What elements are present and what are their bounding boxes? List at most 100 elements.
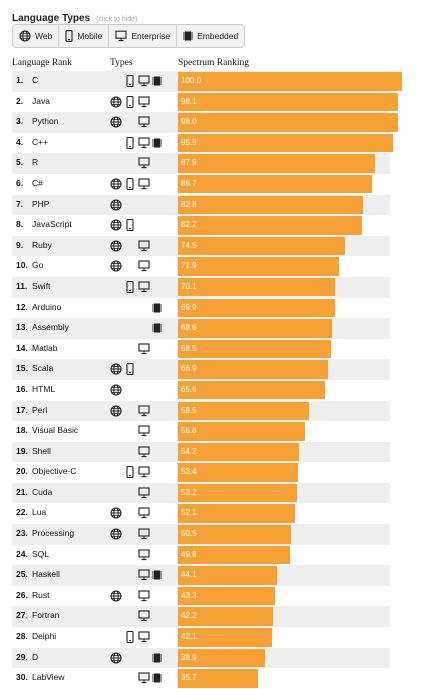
language-name[interactable]: Arduino xyxy=(32,301,62,312)
ranking-value-label: 95.9 xyxy=(181,137,197,147)
hide-toggle-link[interactable]: (click to hide) xyxy=(96,16,138,23)
language-name[interactable]: HTML xyxy=(32,383,56,394)
language-name[interactable]: SQL xyxy=(32,548,50,559)
language-name[interactable]: Processing xyxy=(32,528,75,539)
language-name[interactable]: Go xyxy=(32,260,44,271)
panel-title: Language Types (click to hide) xyxy=(12,13,137,24)
rank-number: 9. xyxy=(16,239,24,250)
language-name[interactable]: Swift xyxy=(32,280,51,291)
type-icons xyxy=(110,198,168,212)
chip-icon xyxy=(152,76,162,86)
language-name[interactable]: C# xyxy=(32,177,43,188)
filter-web-button[interactable]: Web xyxy=(13,25,60,47)
ranking-value-label: 35.7 xyxy=(181,673,197,683)
monitor-icon xyxy=(138,569,150,581)
type-icons xyxy=(110,506,168,520)
language-name[interactable]: Matlab xyxy=(32,342,58,353)
language-name[interactable]: Python xyxy=(32,116,59,127)
table-row: 30. LabView 35.7 xyxy=(12,668,390,689)
filter-mobile-button[interactable]: Mobile xyxy=(59,25,110,47)
language-types-panel: Language Types (click to hide) xyxy=(12,8,137,26)
language-name[interactable]: Lua xyxy=(32,507,47,518)
rank-number: 7. xyxy=(16,198,24,209)
type-icons xyxy=(110,589,168,603)
language-name[interactable]: PHP xyxy=(32,198,50,209)
type-icons xyxy=(110,74,168,88)
table-row: 29. D 38.9 xyxy=(12,647,390,669)
monitor-icon xyxy=(138,137,150,148)
language-name[interactable]: Assembly xyxy=(32,322,69,333)
language-name[interactable]: Fortran xyxy=(32,610,60,621)
rank-number: 16. xyxy=(16,383,28,394)
ranking-value-label: 69.9 xyxy=(181,302,197,312)
rank-number: 26. xyxy=(16,589,28,600)
language-name[interactable]: Haskell xyxy=(32,569,60,580)
globe-icon xyxy=(110,96,122,108)
rank-number: 23. xyxy=(16,528,28,539)
monitor-icon xyxy=(138,631,150,643)
filter-embedded-button[interactable]: Embedded xyxy=(177,25,244,47)
language-name[interactable]: D xyxy=(32,651,39,662)
language-name[interactable]: JavaScript xyxy=(32,219,72,230)
type-icons xyxy=(110,156,168,170)
ranking-bar: 58.5 xyxy=(178,401,310,420)
table-row: 10. Go 71.9 xyxy=(12,256,390,277)
language-name[interactable]: Cuda xyxy=(32,486,53,497)
ranking-value-label: 74.5 xyxy=(181,240,197,250)
monitor-icon xyxy=(138,487,150,499)
ranking-bar: 82.2 xyxy=(178,216,363,235)
type-icons xyxy=(110,259,168,273)
rank-number: 2. xyxy=(16,95,24,106)
ranking-bar: 65.6 xyxy=(178,380,325,400)
globe-icon xyxy=(110,528,122,540)
monitor-icon xyxy=(138,610,150,622)
phone-icon xyxy=(126,177,134,191)
rank-number: 5. xyxy=(16,157,24,168)
language-name[interactable]: Scala xyxy=(32,363,54,374)
language-name[interactable]: Java xyxy=(32,95,50,106)
ranking-bar: 54.2 xyxy=(178,442,300,462)
rank-number: 11. xyxy=(16,280,28,291)
type-icons xyxy=(110,95,168,109)
ranking-value-label: 70.1 xyxy=(181,281,197,291)
language-name[interactable]: Ruby xyxy=(32,239,52,250)
language-name[interactable]: Objective-C xyxy=(32,466,77,477)
table-row: 28. Delphi 42.1 xyxy=(12,627,390,648)
language-name[interactable]: C++ xyxy=(32,136,49,147)
ranking-bar: 42.2 xyxy=(178,607,273,626)
globe-icon xyxy=(110,240,122,252)
type-icons xyxy=(110,301,168,315)
table-row: 17. Perl 58.5 xyxy=(12,400,390,422)
rank-number: 20. xyxy=(16,466,28,477)
language-name[interactable]: R xyxy=(32,157,39,168)
ranking-bar: 87.9 xyxy=(178,154,375,173)
table-row: 23. Processing 50.5 xyxy=(12,524,390,545)
language-name[interactable]: Shell xyxy=(32,445,51,456)
language-name[interactable]: Delphi xyxy=(32,631,57,642)
ranking-value-label: 52.1 xyxy=(181,508,197,518)
table-row: 4. C++ 95.9 xyxy=(12,133,393,154)
filter-enterprise-button[interactable]: Enterprise xyxy=(109,25,178,47)
filter-enterprise-label: Enterprise xyxy=(131,31,171,41)
phone-icon xyxy=(126,630,134,644)
language-name[interactable]: Visual Basic xyxy=(32,425,79,436)
language-name[interactable]: Perl xyxy=(32,404,48,415)
monitor-icon xyxy=(138,528,150,540)
monitor-icon xyxy=(138,672,150,684)
ranking-value-label: 53.2 xyxy=(181,487,197,497)
language-name[interactable]: Rust xyxy=(32,589,50,600)
monitor-icon xyxy=(138,507,150,519)
rank-number: 4. xyxy=(16,136,24,147)
chip-icon xyxy=(152,673,162,683)
chip-icon xyxy=(183,31,194,41)
rank-number: 14. xyxy=(16,342,28,353)
language-name[interactable]: C xyxy=(32,75,39,85)
monitor-icon xyxy=(138,260,150,272)
type-icons xyxy=(110,424,168,438)
table-row: 21. Cuda 53.2 xyxy=(12,482,390,504)
language-name[interactable]: LabView xyxy=(32,672,65,683)
table-row: 16. HTML 65.6 xyxy=(12,380,390,401)
ranking-bar: 69.9 xyxy=(178,298,335,318)
monitor-icon xyxy=(138,404,150,416)
ranking-value-label: 50.5 xyxy=(181,529,197,539)
